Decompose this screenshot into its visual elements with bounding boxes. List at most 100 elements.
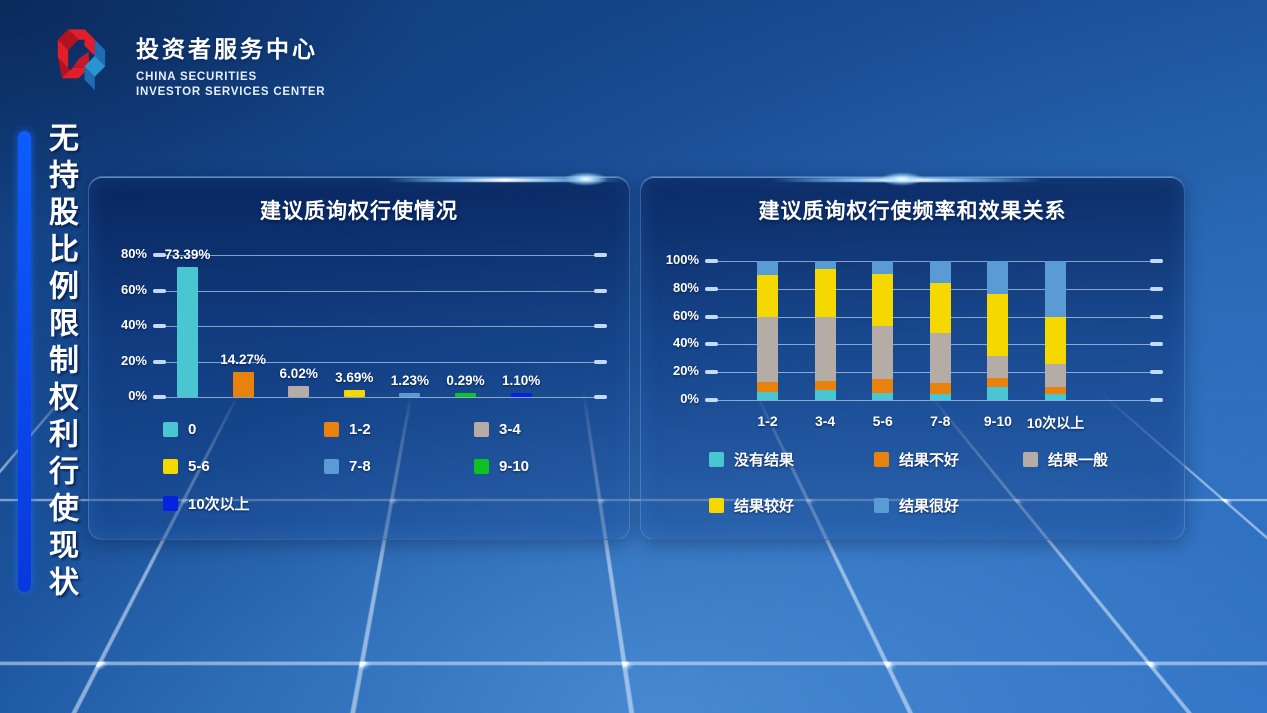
legend-item: 1-2: [324, 421, 371, 438]
gridline: [158, 326, 594, 327]
y-axis-label: 40%: [672, 335, 699, 351]
axis-tick-dash: [1150, 314, 1163, 319]
panel-frequency-effect: 建议质询权行使频率和效果关系 100% 80% 60% 40% 20% 0% 1-2 3-4 5…: [640, 172, 1185, 540]
bar-segment: [1045, 261, 1066, 317]
bar: [399, 393, 421, 397]
bar-value-label: 0.29%: [446, 373, 485, 388]
section-title-vertical: 无持股比例限制权利行使现状: [44, 122, 77, 603]
bar: [510, 393, 532, 397]
bar-value-label: 14.27%: [220, 351, 266, 367]
y-axis-label: 80%: [672, 279, 699, 295]
bar-segment: [814, 316, 836, 381]
legend-swatch: [474, 459, 489, 474]
bar-segment: [929, 383, 951, 395]
legend-item: 结果较好: [709, 495, 794, 516]
x-axis-label: 5-6: [872, 413, 893, 429]
legend-label: 结果较好: [734, 498, 795, 515]
legend-item: 9-10: [474, 458, 529, 475]
bar-segment: [814, 380, 836, 391]
cisc-logo-icon: [57, 29, 106, 91]
bar-segment: [929, 261, 951, 284]
legend-item: 结果一般: [1023, 449, 1108, 470]
bar-segment: [987, 377, 1009, 388]
legend-swatch: [324, 459, 339, 474]
legend-swatch: [709, 452, 724, 467]
x-axis-label: 9-10: [983, 413, 1012, 429]
axis-tick-dash: [1150, 398, 1163, 402]
legend-label: 结果很好: [899, 498, 960, 515]
header-brand: 投资者服务中心 CHINA SECURITIES INVESTOR SERVIC…: [42, 22, 325, 100]
axis-tick-dash: [594, 395, 607, 399]
bar-chart-exercise-status: 80% 60% 40% 20% 0% 73.39% 14.27% 6.02% 3.69% 1.23…: [103, 246, 617, 437]
gridline: [710, 400, 1150, 401]
x-axis-label: 10次以上: [1026, 415, 1085, 431]
bar-segment: [872, 273, 894, 327]
y-axis-label: 60%: [672, 307, 699, 323]
gridline: [158, 290, 594, 292]
legend-label: 没有结果: [734, 452, 795, 469]
light-streak: [386, 178, 624, 182]
bar: [455, 393, 476, 397]
legend-swatch: [1023, 452, 1038, 467]
legend-item: 5-6: [163, 458, 210, 475]
legend-item: 结果不好: [874, 449, 959, 470]
bar-value-label: 6.02%: [279, 366, 318, 382]
light-flare: [564, 172, 609, 186]
bar-segment: [757, 381, 778, 392]
legend-label: 3-4: [499, 421, 521, 438]
legend-label: 结果一般: [1048, 452, 1109, 469]
axis-tick-dash: [1150, 370, 1163, 375]
stacked-bar-chart-frequency-effect: 100% 80% 60% 40% 20% 0% 1-2 3-4 5-6 7-8 9-10 10次以上: [655, 247, 1172, 437]
axis-tick-dash: [1150, 342, 1163, 347]
bar-segment: [1045, 387, 1066, 395]
bar-segment: [987, 387, 1009, 400]
gridline: [158, 361, 594, 363]
legend-label: 1-2: [349, 421, 371, 438]
bar-segment: [929, 333, 951, 384]
bar-segment: [929, 283, 951, 334]
bar-segment: [814, 390, 836, 400]
legend-swatch: [874, 452, 889, 467]
legend-label: 10次以上: [188, 496, 250, 513]
bar-segment: [872, 326, 894, 380]
bar-value-label: 1.23%: [390, 373, 430, 388]
y-axis-label: 80%: [120, 246, 147, 261]
bar-segment: [872, 261, 894, 274]
bar-segment: [987, 355, 1009, 378]
legend-item: 10次以上: [163, 493, 250, 514]
bar-segment: [814, 261, 836, 270]
brand-text: 投资者服务中心 CHINA SECURITIES INVESTOR SERVIC…: [136, 22, 325, 100]
axis-tick-dash: [1150, 286, 1163, 291]
light-flare: [879, 172, 924, 186]
legend-item: 0: [163, 421, 196, 438]
bar-segment: [872, 393, 894, 400]
bar-segment: [872, 379, 894, 394]
bar-segment: [757, 391, 778, 400]
bar-segment: [814, 269, 836, 317]
legend-label: 0: [188, 421, 197, 438]
bar-value-label: 1.10%: [501, 373, 541, 388]
legend-label: 9-10: [499, 458, 530, 475]
bar-segment: [757, 316, 778, 382]
x-axis-label: 1-2: [757, 413, 778, 429]
y-axis-label: 60%: [120, 281, 147, 297]
bar-segment: [1045, 363, 1066, 388]
gridline: [158, 255, 594, 256]
bar: [343, 390, 365, 397]
y-axis-label: 40%: [120, 317, 147, 332]
legend-label: 7-8: [349, 458, 371, 475]
legend-swatch: [709, 498, 724, 513]
bar-segment: [929, 394, 951, 400]
bar-segment: [757, 274, 778, 317]
bar-segment: [987, 261, 1009, 295]
bar-value-label: 73.39%: [164, 246, 211, 262]
legend-swatch: [163, 459, 178, 474]
legend-item: 3-4: [474, 421, 521, 438]
bar-segment: [1045, 316, 1066, 364]
legend-swatch: [474, 422, 489, 437]
brand-subtitle-1: CHINA SECURITIES: [136, 71, 257, 83]
axis-tick-dash: [594, 324, 607, 328]
y-axis-label: 0%: [128, 388, 147, 403]
legend-label: 结果不好: [899, 452, 960, 469]
